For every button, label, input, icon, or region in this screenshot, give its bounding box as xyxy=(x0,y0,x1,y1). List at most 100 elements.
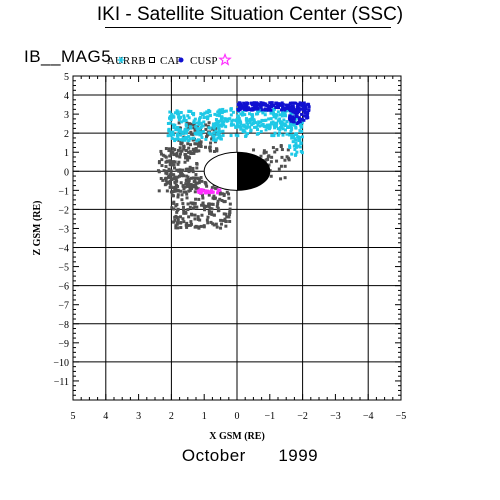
data-point-aur xyxy=(182,114,186,118)
data-point-aur xyxy=(219,116,223,120)
data-point-aur xyxy=(195,139,199,143)
data-point-aur xyxy=(199,130,203,134)
data-point-rb xyxy=(169,185,173,189)
data-point-rb xyxy=(193,178,197,182)
data-point-rb xyxy=(180,193,184,197)
data-point-aur xyxy=(245,120,249,124)
data-point-rb xyxy=(167,147,171,151)
data-point-rb xyxy=(180,198,184,202)
data-point-aur xyxy=(225,117,229,121)
data-point-rb xyxy=(179,226,183,230)
data-point-rb xyxy=(193,176,197,180)
data-point-aur xyxy=(299,149,303,153)
data-point-rb xyxy=(279,164,283,168)
z-tick-label: −4 xyxy=(58,244,69,255)
data-point-rb xyxy=(188,187,192,191)
data-point-rb xyxy=(271,146,275,150)
data-point-rb xyxy=(181,202,185,206)
data-point-msh xyxy=(204,189,208,193)
data-point-aur xyxy=(177,115,181,119)
data-point-rb xyxy=(216,206,220,210)
data-point-aur xyxy=(276,133,280,137)
data-point-rb xyxy=(207,121,211,125)
data-point-rb xyxy=(209,141,213,145)
data-point-rb xyxy=(205,133,209,137)
data-point-aur xyxy=(295,132,299,136)
data-point-aur xyxy=(237,124,241,128)
data-point-aur xyxy=(208,114,212,118)
data-point-cusp xyxy=(245,108,249,112)
data-point-aur xyxy=(256,128,260,132)
data-point-rb xyxy=(179,181,183,185)
data-point-aur xyxy=(186,128,190,132)
data-point-aur xyxy=(178,138,182,142)
data-point-aur xyxy=(239,122,243,126)
data-point-rb xyxy=(161,178,165,182)
data-point-aur xyxy=(294,142,298,146)
data-point-cusp xyxy=(275,105,279,109)
data-point-aur xyxy=(192,111,196,115)
data-point-rb xyxy=(207,193,211,197)
data-point-rb xyxy=(181,217,185,221)
data-point-aur xyxy=(218,130,222,134)
data-point-rb xyxy=(173,218,177,222)
legend-label-rb: RB xyxy=(131,55,146,67)
data-point-rb xyxy=(191,148,195,152)
data-point-rb xyxy=(252,148,256,152)
data-point-aur xyxy=(295,145,299,149)
data-point-cusp xyxy=(289,119,293,123)
data-point-rb xyxy=(210,212,214,216)
data-point-aur xyxy=(216,123,220,127)
data-point-msh xyxy=(216,191,220,195)
data-point-aur xyxy=(176,126,180,130)
data-point-rb xyxy=(194,181,198,185)
data-point-cusp xyxy=(297,116,301,120)
data-point-rb xyxy=(206,215,210,219)
data-point-rb xyxy=(185,221,189,225)
data-point-aur xyxy=(217,135,221,139)
data-point-rb xyxy=(191,132,195,136)
data-point-aur xyxy=(251,118,255,122)
data-point-rb xyxy=(176,221,180,225)
data-point-cusp xyxy=(295,106,299,110)
data-point-rb xyxy=(178,215,182,219)
data-point-aur xyxy=(241,128,245,132)
data-point-cusp xyxy=(306,116,310,120)
data-point-cusp xyxy=(274,102,278,106)
data-point-rb xyxy=(172,177,176,181)
data-point-rb xyxy=(171,151,175,155)
data-point-rb xyxy=(159,152,163,156)
data-point-aur xyxy=(275,121,279,125)
data-point-rb xyxy=(191,183,195,187)
data-point-rb xyxy=(207,211,211,215)
data-point-rb xyxy=(185,225,189,229)
data-point-cusp xyxy=(294,101,298,105)
data-point-aur xyxy=(273,131,277,135)
data-point-rb xyxy=(200,203,204,207)
data-point-rb xyxy=(208,206,212,210)
data-point-rb xyxy=(189,220,193,224)
data-point-rb xyxy=(220,192,224,196)
z-tick-label: −7 xyxy=(58,301,69,312)
data-point-rb xyxy=(286,148,290,152)
data-point-rb xyxy=(177,121,181,125)
data-point-rb xyxy=(185,121,189,125)
data-point-rb xyxy=(176,218,180,222)
data-point-aur xyxy=(187,116,191,120)
data-point-aur xyxy=(222,109,226,113)
data-point-rb xyxy=(187,215,191,219)
data-point-cusp xyxy=(260,108,264,112)
data-point-rb xyxy=(175,183,179,187)
data-point-aur xyxy=(212,131,216,135)
x-tick-label: −2 xyxy=(297,411,308,422)
data-point-rb xyxy=(167,149,171,153)
data-point-cusp xyxy=(266,108,270,112)
data-point-rb xyxy=(196,187,200,191)
data-point-rb xyxy=(169,150,173,154)
data-point-rb xyxy=(210,210,214,214)
page-title: IKI - Satellite Situation Center (SSC) xyxy=(96,4,404,25)
data-point-rb xyxy=(186,142,190,146)
data-point-cusp xyxy=(281,105,285,109)
data-point-rb xyxy=(176,195,180,199)
data-point-rb xyxy=(280,148,284,152)
